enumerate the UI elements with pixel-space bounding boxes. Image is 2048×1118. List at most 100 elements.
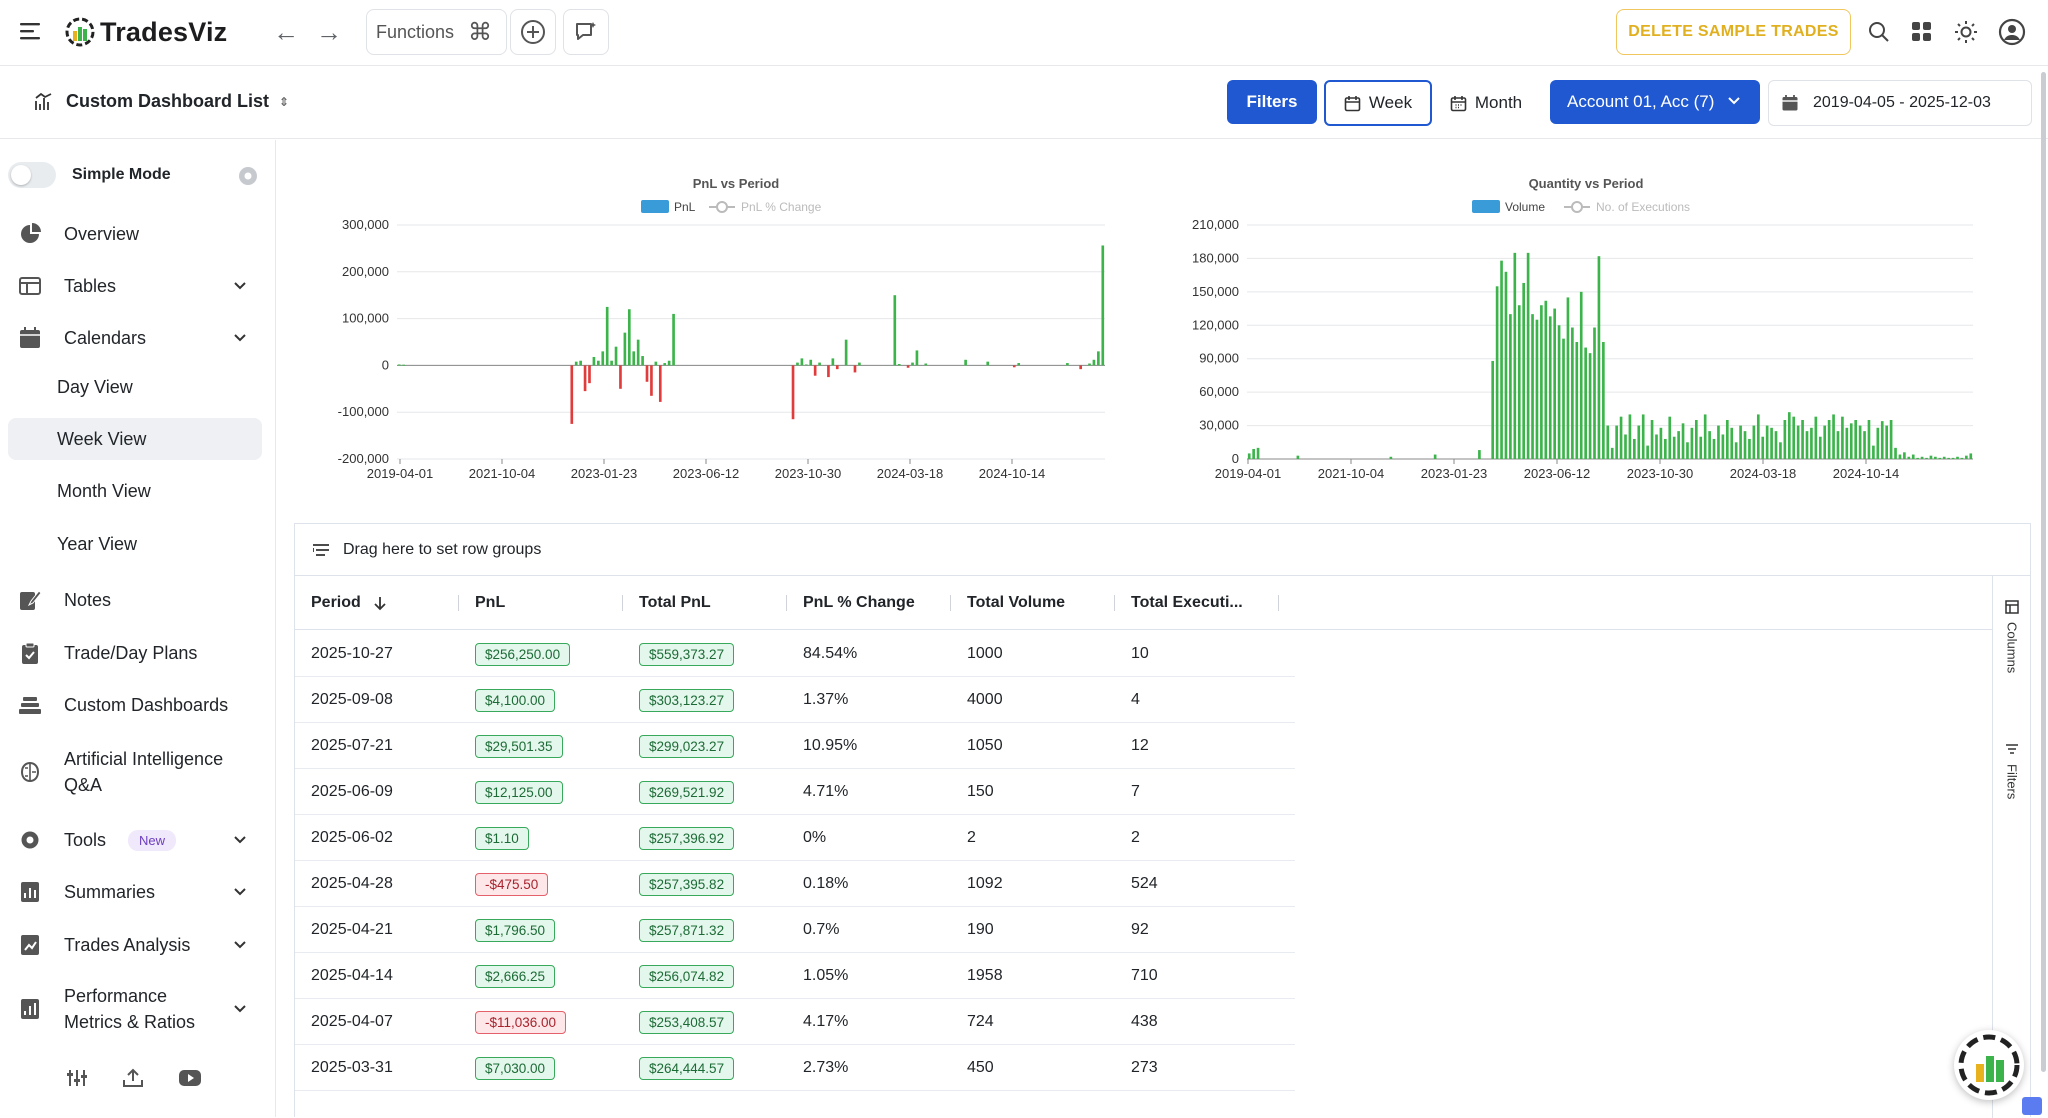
- chart-bar[interactable]: [1101, 245, 1105, 366]
- cell-pnl-pct-change[interactable]: 4.17%: [787, 999, 951, 1045]
- cell-period[interactable]: 2025-04-28: [295, 861, 459, 907]
- cell-total-executions[interactable]: 12: [1115, 723, 1279, 769]
- forward-arrow-icon[interactable]: →: [316, 17, 342, 47]
- chart-bar[interactable]: [1641, 414, 1645, 459]
- chart-bar[interactable]: [1947, 457, 1950, 459]
- table-row[interactable]: 2025-06-09 $12,125.00 $269,521.92 4.71% 150 7: [295, 769, 1295, 815]
- cell-pnl[interactable]: $7,030.00: [459, 1045, 623, 1091]
- chart-bar[interactable]: [1677, 431, 1680, 459]
- column-separator[interactable]: [1278, 595, 1279, 611]
- cell-total-executions[interactable]: 4: [1115, 677, 1279, 723]
- cell-total-volume[interactable]: 2: [951, 815, 1115, 861]
- chart-bar[interactable]: [1535, 319, 1539, 459]
- cell-total-volume[interactable]: 450: [951, 1045, 1115, 1091]
- page-scrollbar[interactable]: [2040, 66, 2048, 1072]
- chart-bar[interactable]: [1925, 457, 1928, 459]
- chart-bar[interactable]: [574, 361, 578, 366]
- chart-bar[interactable]: [614, 346, 618, 366]
- chart-bar[interactable]: [1880, 421, 1884, 459]
- chart-bar[interactable]: [1845, 427, 1849, 459]
- chart-bar[interactable]: [986, 361, 990, 366]
- add-circle-button[interactable]: [510, 9, 556, 55]
- table-row[interactable]: 2025-04-07 -$11,036.00 $253,408.57 4.17% 724…: [295, 999, 1295, 1045]
- sidebar-item-trades-analysis[interactable]: Trades Analysis: [8, 929, 262, 961]
- table-row[interactable]: 2025-04-14 $2,666.25 $256,074.82 1.05% 1958 7…: [295, 953, 1295, 999]
- chart-bar[interactable]: [597, 360, 600, 366]
- chart-bar[interactable]: [1942, 456, 1946, 459]
- chart-bar[interactable]: [796, 362, 799, 366]
- chart-bar[interactable]: [1513, 252, 1517, 459]
- cell-total-volume[interactable]: 1000: [951, 631, 1115, 677]
- chart-bar[interactable]: [1783, 420, 1787, 459]
- toggle-switch[interactable]: [8, 162, 56, 188]
- chart-bar[interactable]: [1836, 431, 1840, 459]
- chart-bar[interactable]: [1588, 353, 1592, 459]
- chart-bar[interactable]: [1894, 447, 1897, 459]
- help-chip[interactable]: [2022, 1097, 2042, 1115]
- chart-bar[interactable]: [1889, 420, 1893, 459]
- cell-pnl-pct-change[interactable]: 10.95%: [787, 723, 951, 769]
- chart-bar[interactable]: [583, 365, 587, 392]
- chart-bar[interactable]: [1517, 305, 1521, 459]
- cell-pnl-pct-change[interactable]: 84.54%: [787, 631, 951, 677]
- chart-bar[interactable]: [605, 306, 609, 366]
- chart-bar[interactable]: [1694, 420, 1698, 459]
- chart-bar[interactable]: [831, 358, 835, 366]
- delete-sample-trades-button[interactable]: DELETE SAMPLE TRADES: [1616, 9, 1851, 55]
- table-row[interactable]: 2025-03-31 $7,030.00 $264,444.57 2.73% 450 27…: [295, 1045, 1295, 1091]
- cell-period[interactable]: 2025-04-07: [295, 999, 459, 1045]
- chart-bar[interactable]: [893, 295, 897, 366]
- cell-total-volume[interactable]: 1050: [951, 723, 1115, 769]
- chart-bar[interactable]: [1610, 447, 1614, 459]
- scrollbar-thumb[interactable]: [2041, 72, 2046, 1072]
- chart-bar[interactable]: [601, 351, 605, 366]
- cell-total-pnl[interactable]: $559,373.27: [623, 631, 787, 677]
- columns-tool-tab[interactable]: Columns: [1993, 600, 2031, 673]
- column-header-pnl[interactable]: PnL: [459, 576, 623, 630]
- table-row[interactable]: 2025-09-08 $4,100.00 $303,123.27 1.37% 4000 4: [295, 677, 1295, 723]
- chart-bar[interactable]: [827, 365, 830, 378]
- chart-bar[interactable]: [1739, 425, 1742, 459]
- chart-bar[interactable]: [1252, 448, 1255, 459]
- chart-bar[interactable]: [1898, 454, 1902, 459]
- chart-bar[interactable]: [1500, 260, 1503, 459]
- chart-bar[interactable]: [1540, 305, 1543, 459]
- cell-pnl[interactable]: $2,666.25: [459, 953, 623, 999]
- chart-bar[interactable]: [1779, 442, 1782, 459]
- theme-sun-icon[interactable]: [1951, 17, 1981, 47]
- sidebar-subitem-day-view[interactable]: Day View: [57, 376, 133, 397]
- chart-bar[interactable]: [1544, 300, 1548, 459]
- chart-bar[interactable]: [1907, 456, 1911, 459]
- chart-bar[interactable]: [1433, 454, 1437, 459]
- cell-total-pnl[interactable]: $257,871.32: [623, 907, 787, 953]
- cell-total-executions[interactable]: 92: [1115, 907, 1279, 953]
- cell-period[interactable]: 2025-10-27: [295, 631, 459, 677]
- cell-pnl-pct-change[interactable]: 2.73%: [787, 1045, 951, 1091]
- chart-bar[interactable]: [1619, 416, 1623, 459]
- chart-bar[interactable]: [1655, 434, 1658, 459]
- cell-total-volume[interactable]: 1958: [951, 953, 1115, 999]
- cell-total-volume[interactable]: 4000: [951, 677, 1115, 723]
- chart-bar[interactable]: [1606, 425, 1610, 459]
- chart-bar[interactable]: [1066, 363, 1069, 366]
- chart-bar[interactable]: [1730, 427, 1734, 459]
- chart-bar[interactable]: [911, 362, 914, 366]
- functions-button[interactable]: Functions ⌘: [366, 9, 507, 55]
- chart-bar[interactable]: [1876, 427, 1880, 459]
- legend-label-volume[interactable]: Volume: [1505, 200, 1545, 214]
- column-separator[interactable]: [1114, 595, 1115, 611]
- sidebar-item-ai-qa[interactable]: Artificial Intelligence Q&A: [8, 746, 262, 798]
- cell-total-pnl[interactable]: $257,395.82: [623, 861, 787, 907]
- chart-bar[interactable]: [1522, 282, 1526, 459]
- chart-bar[interactable]: [1566, 297, 1570, 459]
- column-separator[interactable]: [622, 595, 623, 611]
- chart-bar[interactable]: [1633, 438, 1636, 459]
- cell-pnl-pct-change[interactable]: 4.71%: [787, 769, 951, 815]
- chart-bar[interactable]: [1911, 454, 1915, 459]
- chart-bar[interactable]: [1088, 363, 1091, 366]
- chart-bar[interactable]: [1885, 425, 1889, 459]
- chart-bar[interactable]: [1097, 351, 1100, 366]
- chart-bar[interactable]: [1854, 420, 1858, 459]
- chart-bar[interactable]: [632, 351, 636, 366]
- cell-pnl[interactable]: $256,250.00: [459, 631, 623, 677]
